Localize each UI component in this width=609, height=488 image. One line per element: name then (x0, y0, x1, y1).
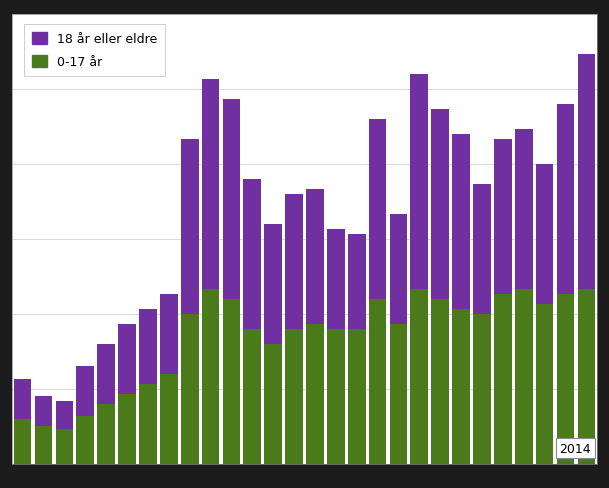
Bar (202, 289, 219, 464)
Bar (285, 329, 303, 464)
Bar (431, 299, 449, 464)
Bar (557, 104, 574, 294)
Bar (264, 344, 282, 464)
Bar (348, 234, 365, 329)
Bar (97, 344, 115, 404)
Bar (118, 394, 136, 464)
Bar (348, 329, 365, 464)
Bar (55, 428, 73, 464)
Bar (139, 384, 157, 464)
Bar (494, 140, 512, 294)
Bar (557, 294, 574, 464)
Bar (452, 309, 470, 464)
Bar (118, 324, 136, 394)
Bar (76, 366, 94, 416)
Bar (390, 214, 407, 324)
Bar (76, 416, 94, 464)
Bar (139, 309, 157, 384)
Bar (181, 314, 199, 464)
Bar (368, 120, 387, 299)
Bar (577, 55, 595, 289)
Bar (431, 109, 449, 299)
Bar (473, 314, 491, 464)
Bar (14, 419, 32, 464)
Bar (160, 294, 178, 374)
Bar (494, 294, 512, 464)
Bar (14, 379, 32, 419)
Bar (452, 134, 470, 309)
Bar (327, 329, 345, 464)
Bar (536, 304, 554, 464)
Bar (410, 75, 428, 289)
Bar (515, 289, 533, 464)
Bar (306, 324, 324, 464)
Text: 2014: 2014 (559, 442, 591, 455)
Bar (35, 396, 52, 426)
Bar (222, 100, 241, 299)
Bar (577, 289, 595, 464)
Bar (222, 299, 241, 464)
Bar (327, 229, 345, 329)
Legend: 18 år eller eldre, 0-17 år: 18 år eller eldre, 0-17 år (24, 25, 164, 77)
Bar (473, 184, 491, 314)
Bar (55, 401, 73, 428)
Bar (410, 289, 428, 464)
Bar (181, 140, 199, 314)
Bar (244, 179, 261, 329)
Bar (244, 329, 261, 464)
Bar (285, 194, 303, 329)
Bar (202, 80, 219, 289)
Bar (306, 189, 324, 324)
Bar (264, 224, 282, 344)
Bar (97, 404, 115, 464)
Bar (515, 129, 533, 289)
Bar (368, 299, 387, 464)
Bar (160, 374, 178, 464)
Bar (536, 164, 554, 304)
Bar (390, 324, 407, 464)
Bar (35, 426, 52, 464)
